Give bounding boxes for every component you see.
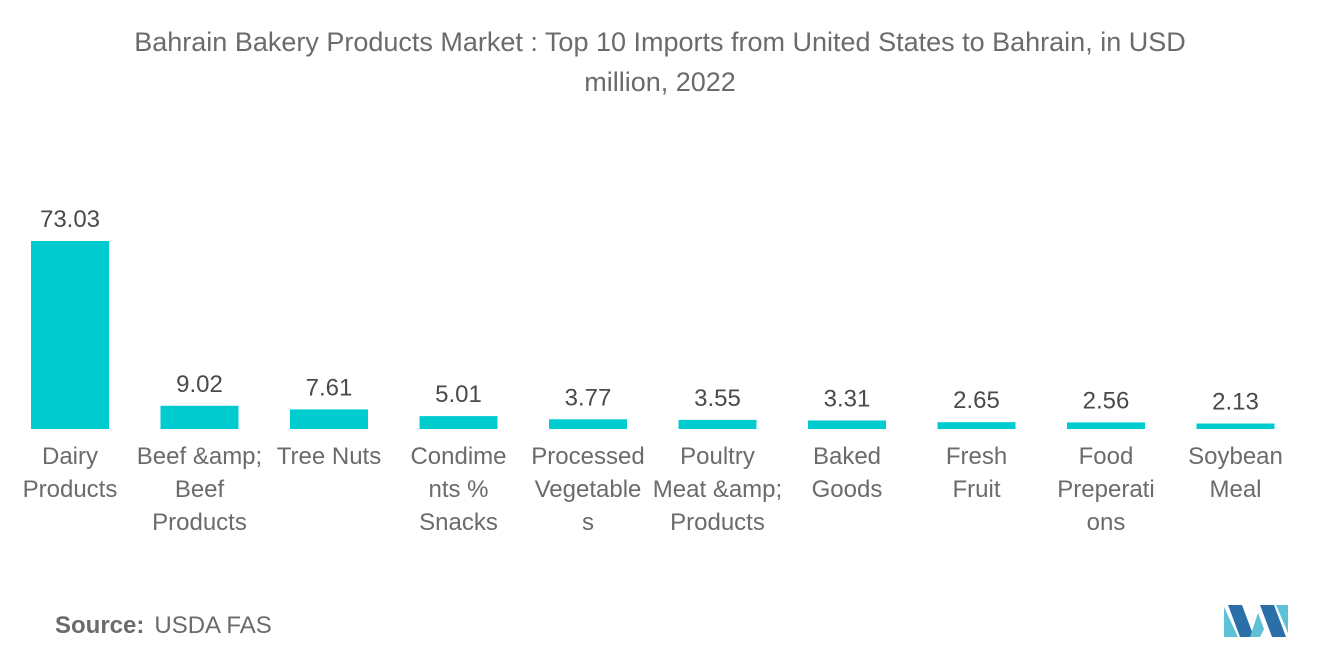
category-label-1-line-1: Beef	[175, 476, 225, 503]
bars-layer	[31, 241, 1275, 429]
bar-9	[1196, 423, 1275, 429]
value-labels-layer: 73.03 9.02 7.61 5.01 3.77 3.55 3.31 2.65 2.56 2.1…	[40, 206, 1259, 416]
category-label-5-line-2: Products	[670, 509, 765, 536]
category-label-8-line-2: ons	[1087, 509, 1126, 536]
bar-5	[678, 419, 757, 429]
category-label-7-line-1: Fruit	[953, 476, 1001, 503]
category-label-5: Poultry Meat &amp; Products	[653, 443, 782, 536]
value-label-3: 5.01	[435, 381, 482, 408]
source-value: USDA FAS	[154, 612, 272, 639]
bar-7	[937, 422, 1016, 429]
category-label-3-line-1: nts %	[428, 476, 488, 503]
value-label-9: 2.13	[1212, 389, 1259, 416]
category-label-5-line-0: Poultry	[680, 443, 755, 470]
category-label-1-line-0: Beef &amp;	[137, 443, 262, 470]
bar-6	[808, 420, 886, 429]
category-labels-layer: Dairy Products Beef &amp; Beef Products Tree …	[23, 443, 1283, 536]
category-label-8-line-1: Preperati	[1057, 476, 1154, 503]
bar-1	[160, 405, 239, 429]
bar-8	[1067, 422, 1145, 429]
category-label-8-line-0: Food	[1079, 443, 1134, 470]
category-label-0-line-0: Dairy	[42, 443, 98, 470]
value-label-6: 3.31	[824, 385, 871, 412]
category-label-7-line-0: Fresh	[946, 443, 1007, 470]
category-label-0: Dairy Products	[23, 443, 118, 503]
bar-chart: 73.03 9.02 7.61 5.01 3.77 3.55 3.31 2.65 2.56 2.1…	[23, 206, 1283, 536]
source-note: Source: USDA FAS	[55, 612, 272, 640]
category-label-3-line-2: Snacks	[419, 509, 498, 536]
bar-2	[290, 409, 368, 429]
category-label-3-line-0: Condime	[410, 443, 506, 470]
bar-3	[419, 416, 498, 429]
value-label-5: 3.55	[694, 385, 741, 412]
category-label-8: Food Preperati ons	[1057, 443, 1154, 536]
category-label-6: Baked Goods	[812, 443, 883, 503]
category-label-0-line-1: Products	[23, 476, 118, 503]
category-label-4: Processed Vegetable s	[531, 443, 644, 536]
bar-0	[31, 241, 109, 429]
mordor-intelligence-logo-icon	[1224, 605, 1288, 637]
value-label-0: 73.03	[40, 206, 100, 233]
category-label-1-line-2: Products	[152, 509, 247, 536]
category-label-2: Tree Nuts	[277, 443, 381, 470]
category-label-3: Condime nts % Snacks	[410, 443, 506, 536]
category-label-7: Fresh Fruit	[946, 443, 1007, 503]
value-label-7: 2.65	[953, 387, 1000, 414]
value-label-4: 3.77	[565, 384, 612, 411]
category-label-1: Beef &amp; Beef Products	[137, 443, 262, 536]
category-label-6-line-0: Baked	[813, 443, 881, 470]
chart-title: Bahrain Bakery Products Market : Top 10 …	[0, 22, 1320, 102]
source-label: Source:	[55, 612, 145, 639]
category-label-9-line-0: Soybean	[1188, 443, 1283, 470]
chart-title-line-2: million, 2022	[584, 67, 736, 97]
category-label-4-line-1: Vegetable	[535, 476, 642, 503]
category-label-2-line-0: Tree Nuts	[277, 443, 381, 470]
category-label-6-line-1: Goods	[812, 476, 883, 503]
value-label-1: 9.02	[176, 371, 223, 398]
chart-title-line-1: Bahrain Bakery Products Market : Top 10 …	[134, 27, 1186, 57]
category-label-5-line-1: Meat &amp;	[653, 476, 782, 503]
category-label-4-line-0: Processed	[531, 443, 644, 470]
category-label-9-line-1: Meal	[1209, 476, 1261, 503]
category-label-4-line-2: s	[582, 509, 594, 536]
category-label-9: Soybean Meal	[1188, 443, 1283, 503]
bar-4	[549, 419, 627, 429]
value-label-2: 7.61	[306, 374, 353, 401]
value-label-8: 2.56	[1083, 387, 1130, 414]
